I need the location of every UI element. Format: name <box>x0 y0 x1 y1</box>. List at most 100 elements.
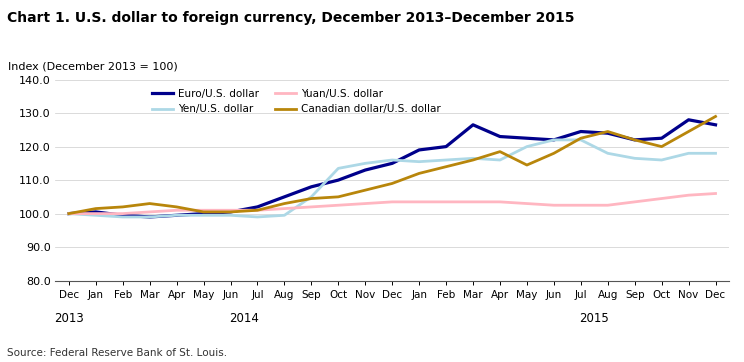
Yuan/U.S. dollar <box>226 208 235 212</box>
Yuan/U.S. dollar <box>361 201 370 206</box>
Yen/U.S. dollar <box>334 166 343 171</box>
Euro/U.S. dollar <box>226 210 235 214</box>
Canadian dollar/U.S. dollar <box>711 114 720 119</box>
Canadian dollar/U.S. dollar <box>118 205 127 209</box>
Euro/U.S. dollar <box>603 131 612 135</box>
Yen/U.S. dollar <box>145 215 154 219</box>
Yuan/U.S. dollar <box>334 203 343 207</box>
Canadian dollar/U.S. dollar <box>442 164 451 169</box>
Yuan/U.S. dollar <box>65 211 74 216</box>
Yuan/U.S. dollar <box>657 196 666 201</box>
Text: Chart 1. U.S. dollar to foreign currency, December 2013–December 2015: Chart 1. U.S. dollar to foreign currency… <box>7 11 575 25</box>
Yen/U.S. dollar <box>280 213 289 218</box>
Canadian dollar/U.S. dollar <box>226 210 235 214</box>
Yuan/U.S. dollar <box>496 200 504 204</box>
Yuan/U.S. dollar <box>145 210 154 214</box>
Canadian dollar/U.S. dollar <box>361 188 370 192</box>
Canadian dollar/U.S. dollar <box>92 206 100 211</box>
Legend: Euro/U.S. dollar, Yen/U.S. dollar, Yuan/U.S. dollar, Canadian dollar/U.S. dollar: Euro/U.S. dollar, Yen/U.S. dollar, Yuan/… <box>148 85 445 118</box>
Canadian dollar/U.S. dollar <box>522 163 531 167</box>
Euro/U.S. dollar <box>711 123 720 127</box>
Euro/U.S. dollar <box>522 136 531 140</box>
Yen/U.S. dollar <box>630 156 639 160</box>
Canadian dollar/U.S. dollar <box>496 150 504 154</box>
Line: Euro/U.S. dollar: Euro/U.S. dollar <box>69 120 716 217</box>
Yuan/U.S. dollar <box>522 201 531 206</box>
Euro/U.S. dollar <box>280 195 289 199</box>
Canadian dollar/U.S. dollar <box>334 195 343 199</box>
Yen/U.S. dollar <box>253 215 262 219</box>
Canadian dollar/U.S. dollar <box>630 138 639 142</box>
Canadian dollar/U.S. dollar <box>469 158 478 162</box>
Euro/U.S. dollar <box>388 161 397 165</box>
Yen/U.S. dollar <box>92 213 100 218</box>
Euro/U.S. dollar <box>65 211 74 216</box>
Yen/U.S. dollar <box>118 215 127 219</box>
Canadian dollar/U.S. dollar <box>65 211 74 216</box>
Line: Yuan/U.S. dollar: Yuan/U.S. dollar <box>69 194 716 214</box>
Yen/U.S. dollar <box>442 158 451 162</box>
Yuan/U.S. dollar <box>577 203 586 207</box>
Yen/U.S. dollar <box>172 213 181 218</box>
Yuan/U.S. dollar <box>92 211 100 216</box>
Text: 2013: 2013 <box>54 312 84 325</box>
Yen/U.S. dollar <box>414 160 423 164</box>
Euro/U.S. dollar <box>577 129 586 134</box>
Euro/U.S. dollar <box>253 205 262 209</box>
Euro/U.S. dollar <box>442 144 451 149</box>
Yuan/U.S. dollar <box>199 208 208 212</box>
Line: Canadian dollar/U.S. dollar: Canadian dollar/U.S. dollar <box>69 117 716 214</box>
Canadian dollar/U.S. dollar <box>577 136 586 140</box>
Yuan/U.S. dollar <box>307 205 315 209</box>
Text: 2014: 2014 <box>229 312 259 325</box>
Canadian dollar/U.S. dollar <box>145 201 154 206</box>
Canadian dollar/U.S. dollar <box>684 129 693 134</box>
Yen/U.S. dollar <box>496 158 504 162</box>
Yen/U.S. dollar <box>577 138 586 142</box>
Euro/U.S. dollar <box>307 185 315 189</box>
Euro/U.S. dollar <box>334 178 343 182</box>
Euro/U.S. dollar <box>361 168 370 172</box>
Text: Source: Federal Reserve Bank of St. Louis.: Source: Federal Reserve Bank of St. Loui… <box>7 348 228 358</box>
Yuan/U.S. dollar <box>172 208 181 212</box>
Euro/U.S. dollar <box>92 210 100 214</box>
Euro/U.S. dollar <box>199 211 208 216</box>
Euro/U.S. dollar <box>657 136 666 140</box>
Yuan/U.S. dollar <box>118 211 127 216</box>
Canadian dollar/U.S. dollar <box>414 171 423 176</box>
Yen/U.S. dollar <box>711 151 720 155</box>
Euro/U.S. dollar <box>684 118 693 122</box>
Yuan/U.S. dollar <box>603 203 612 207</box>
Yen/U.S. dollar <box>657 158 666 162</box>
Euro/U.S. dollar <box>496 134 504 139</box>
Canadian dollar/U.S. dollar <box>199 210 208 214</box>
Euro/U.S. dollar <box>145 215 154 219</box>
Canadian dollar/U.S. dollar <box>307 196 315 201</box>
Canadian dollar/U.S. dollar <box>657 144 666 149</box>
Text: 2015: 2015 <box>580 312 609 325</box>
Yen/U.S. dollar <box>361 161 370 165</box>
Yuan/U.S. dollar <box>280 206 289 211</box>
Text: Index (December 2013 = 100): Index (December 2013 = 100) <box>8 62 178 72</box>
Yuan/U.S. dollar <box>388 200 397 204</box>
Yen/U.S. dollar <box>226 213 235 218</box>
Line: Yen/U.S. dollar: Yen/U.S. dollar <box>69 140 716 217</box>
Yen/U.S. dollar <box>307 195 315 199</box>
Yen/U.S. dollar <box>388 158 397 162</box>
Euro/U.S. dollar <box>469 123 478 127</box>
Canadian dollar/U.S. dollar <box>172 205 181 209</box>
Canadian dollar/U.S. dollar <box>549 151 558 155</box>
Euro/U.S. dollar <box>630 138 639 142</box>
Yuan/U.S. dollar <box>711 191 720 196</box>
Euro/U.S. dollar <box>172 213 181 218</box>
Euro/U.S. dollar <box>414 148 423 152</box>
Yen/U.S. dollar <box>65 211 74 216</box>
Yuan/U.S. dollar <box>414 200 423 204</box>
Yuan/U.S. dollar <box>469 200 478 204</box>
Yuan/U.S. dollar <box>253 208 262 212</box>
Yen/U.S. dollar <box>549 138 558 142</box>
Yen/U.S. dollar <box>684 151 693 155</box>
Euro/U.S. dollar <box>549 138 558 142</box>
Yen/U.S. dollar <box>199 213 208 218</box>
Yuan/U.S. dollar <box>684 193 693 197</box>
